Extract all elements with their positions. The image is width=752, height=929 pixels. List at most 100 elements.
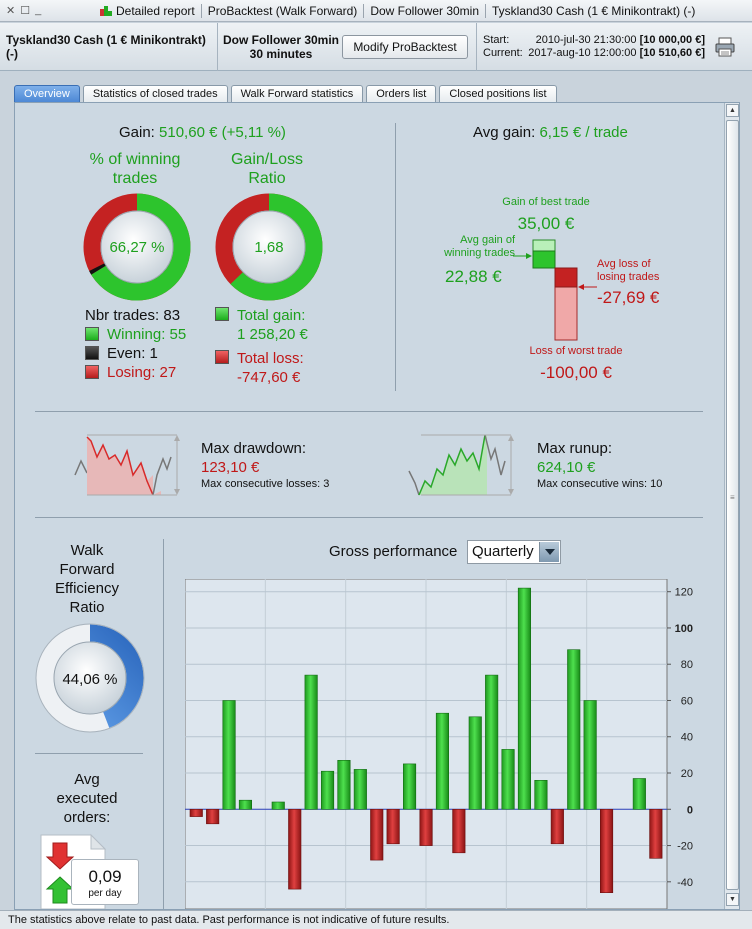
titlebar-report: Detailed report bbox=[100, 4, 195, 18]
chart-icon bbox=[100, 5, 112, 17]
performance-bar[interactable] bbox=[468, 716, 482, 810]
performance-bar[interactable] bbox=[238, 799, 253, 810]
max-runup-label: Max runup: bbox=[537, 440, 613, 457]
total-loss-swatch bbox=[215, 350, 229, 364]
report-tabs: Overview Statistics of closed trades Wal… bbox=[14, 85, 557, 102]
gain-value: 510,60 € (+5,11 %) bbox=[159, 124, 286, 141]
y-tick-label: 60 bbox=[681, 695, 693, 707]
overview-panel: Gain: 510,60 € (+5,11 %) % of winning tr… bbox=[14, 102, 740, 910]
trade-range-bars bbox=[513, 239, 597, 341]
period-select[interactable]: Quarterly bbox=[467, 540, 561, 564]
performance-bar[interactable] bbox=[403, 763, 417, 810]
performance-bar[interactable] bbox=[206, 809, 220, 825]
performance-bar[interactable] bbox=[632, 778, 646, 810]
performance-bar[interactable] bbox=[452, 809, 466, 854]
donut-win-arc bbox=[83, 193, 191, 301]
performance-bar[interactable] bbox=[271, 801, 285, 810]
performance-bar[interactable] bbox=[485, 674, 499, 810]
scroll-thumb[interactable]: ≡ bbox=[726, 120, 739, 890]
wfe-arc bbox=[36, 624, 144, 732]
performance-bar[interactable] bbox=[370, 809, 384, 861]
performance-bar[interactable] bbox=[649, 809, 663, 859]
tab-statistics-closed-trades[interactable]: Statistics of closed trades bbox=[82, 85, 228, 102]
system-name: Dow Follower 30min bbox=[222, 33, 339, 47]
scroll-up-icon[interactable]: ▲ bbox=[726, 104, 739, 117]
gain-loss-ratio-donut: 1,68 bbox=[215, 193, 323, 301]
titlebar-report-label: Detailed report bbox=[116, 3, 195, 18]
performance-bar[interactable] bbox=[583, 700, 597, 810]
worst-trade-label: Loss of worst trade bbox=[529, 345, 623, 357]
titlebar-system: Dow Follower 30min bbox=[370, 3, 480, 18]
y-tick-label: 20 bbox=[681, 768, 693, 780]
nbr-trades: Nbr trades: 83 bbox=[85, 307, 181, 324]
y-tick-label: 100 bbox=[675, 623, 693, 635]
disclaimer-footer: The statistics above relate to past data… bbox=[0, 910, 752, 929]
minimize-icon[interactable]: _ bbox=[35, 4, 42, 16]
performance-bar[interactable] bbox=[288, 809, 302, 890]
avg-loss-label: Avg loss of losing trades bbox=[597, 258, 660, 283]
gain-label: Gain: bbox=[119, 124, 155, 141]
system-timeframe: 30 minutes bbox=[249, 47, 313, 61]
performance-bar[interactable] bbox=[353, 769, 367, 810]
system-info: Dow Follower 30min 30 minutes bbox=[220, 23, 342, 71]
total-gain-swatch bbox=[215, 307, 229, 321]
close-icon[interactable]: ✕ bbox=[6, 5, 16, 17]
winning-trades-title: % of winning trades bbox=[89, 151, 181, 187]
gross-performance-chart: 120 100 80 60 40 20 0 -20 -40 bbox=[185, 579, 693, 909]
winning-pct-value: 66,27 % bbox=[109, 239, 164, 256]
performance-bar[interactable] bbox=[222, 700, 236, 810]
performance-bar[interactable] bbox=[517, 587, 532, 810]
tab-closed-positions-list[interactable]: Closed positions list bbox=[439, 85, 557, 102]
period-selected-value: Quarterly bbox=[472, 543, 534, 560]
sell-arrow-icon bbox=[45, 842, 75, 870]
winning-count: Winning: 55 bbox=[107, 326, 187, 343]
wfe-title: Walk Forward Efficiency Ratio bbox=[55, 542, 119, 616]
avg-win-bar bbox=[532, 250, 556, 269]
performance-bar[interactable] bbox=[567, 649, 581, 810]
window-controls: ✕ ☐ _ bbox=[0, 4, 100, 17]
y-tick-label: -40 bbox=[677, 877, 693, 889]
maximize-icon[interactable]: ☐ bbox=[20, 5, 31, 17]
gain-loss-ratio-value: 1,68 bbox=[254, 239, 283, 256]
losing-count: Losing: 27 bbox=[107, 364, 177, 381]
performance-bar[interactable] bbox=[386, 809, 400, 845]
start-value: 2010-jul-30 21:30:00 [10 000,00 €] bbox=[535, 34, 705, 46]
max-runup-value: 624,10 € bbox=[537, 459, 596, 476]
scroll-down-icon[interactable]: ▼ bbox=[726, 893, 739, 906]
tab-walk-forward-statistics[interactable]: Walk Forward statistics bbox=[230, 85, 364, 102]
performance-bar[interactable] bbox=[189, 809, 203, 817]
instrument-name: Tyskland30 Cash (1 € Minikontrakt) (-) bbox=[6, 23, 218, 71]
gain-loss-ratio-title: Gain/Loss Ratio bbox=[230, 151, 304, 187]
tab-overview[interactable]: Overview bbox=[14, 85, 80, 102]
max-drawdown-value: 123,10 € bbox=[201, 459, 260, 476]
performance-bar[interactable] bbox=[599, 809, 614, 894]
performance-bar[interactable] bbox=[304, 674, 318, 810]
performance-bar[interactable] bbox=[321, 770, 335, 810]
performance-bar[interactable] bbox=[550, 809, 564, 845]
performance-bar[interactable] bbox=[534, 780, 548, 810]
max-consecutive-losses: Max consecutive losses: 3 bbox=[201, 478, 330, 490]
scroll-grip-icon: ≡ bbox=[730, 493, 735, 502]
modify-probacktest-button[interactable]: Modify ProBacktest bbox=[342, 35, 468, 59]
current-label: Current: bbox=[483, 47, 523, 59]
best-trade-value: 35,00 € bbox=[517, 214, 575, 233]
y-tick-label: 120 bbox=[675, 587, 693, 599]
performance-bar[interactable] bbox=[337, 760, 351, 810]
total-gain: Total gain: 1 258,20 € bbox=[237, 307, 308, 343]
print-icon[interactable] bbox=[714, 36, 736, 58]
window-titlebar: ✕ ☐ _ Detailed report ProBacktest (Walk … bbox=[0, 0, 752, 22]
performance-bar[interactable] bbox=[501, 749, 515, 810]
chevron-down-icon[interactable] bbox=[539, 542, 559, 562]
performance-bar[interactable] bbox=[435, 712, 449, 810]
avg-loss-bar bbox=[554, 267, 578, 288]
tab-orders-list[interactable]: Orders list bbox=[366, 85, 437, 102]
report-header: Tyskland30 Cash (1 € Minikontrakt) (-) D… bbox=[0, 23, 752, 71]
runup-sparkline bbox=[408, 434, 514, 496]
vertical-scrollbar[interactable]: ▲ ≡ ▼ bbox=[724, 103, 739, 909]
performance-bar[interactable] bbox=[419, 809, 433, 846]
y-tick-label: 40 bbox=[681, 732, 693, 744]
losing-legend-swatch bbox=[85, 365, 99, 379]
avg-orders-value: 0,09 bbox=[88, 867, 122, 886]
avg-loss-value: -27,69 € bbox=[597, 288, 660, 307]
gross-performance-label: Gross performance bbox=[329, 543, 458, 560]
